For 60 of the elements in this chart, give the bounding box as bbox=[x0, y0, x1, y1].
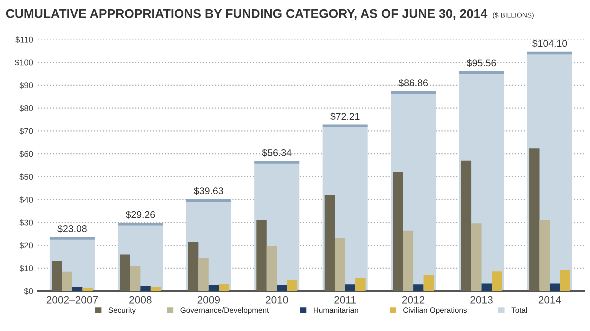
y-tick-label: $0 bbox=[24, 288, 34, 295]
bar bbox=[120, 254, 130, 292]
bar bbox=[208, 285, 220, 292]
data-label: $39.63 bbox=[194, 187, 224, 196]
y-tick-label: $90 bbox=[20, 82, 34, 90]
x-tick-label: 2013 bbox=[470, 296, 493, 304]
bar bbox=[140, 286, 151, 292]
bar bbox=[461, 160, 472, 292]
y-tick-label: $20 bbox=[20, 242, 34, 250]
bar bbox=[403, 230, 414, 292]
y-tick-label: $100 bbox=[15, 59, 34, 66]
bar bbox=[277, 285, 288, 292]
bar bbox=[335, 238, 346, 292]
x-tick-label: 2009 bbox=[198, 296, 220, 304]
y-tick-label: $30 bbox=[20, 220, 34, 226]
x-tick-label: 2012 bbox=[402, 296, 425, 304]
y-tick-label: $110 bbox=[16, 36, 34, 44]
bar bbox=[62, 272, 72, 292]
y-tick-label: $80 bbox=[20, 105, 34, 112]
bar bbox=[472, 224, 482, 292]
y-tick-label: $40 bbox=[20, 196, 34, 204]
y-tick-label: $10 bbox=[20, 265, 34, 272]
bar bbox=[287, 280, 298, 292]
bar bbox=[550, 284, 560, 292]
bar bbox=[393, 172, 404, 292]
data-label: $86.86 bbox=[398, 79, 428, 88]
bar bbox=[540, 220, 550, 292]
bar bbox=[150, 287, 162, 292]
x-tick-label: 2011 bbox=[334, 296, 356, 304]
bar bbox=[482, 284, 492, 292]
bar bbox=[219, 284, 230, 292]
bar bbox=[414, 284, 424, 292]
data-label: $104.10 bbox=[532, 40, 568, 48]
x-tick-label: 2014 bbox=[538, 296, 562, 304]
bar bbox=[72, 287, 83, 292]
bar bbox=[530, 148, 540, 292]
bar bbox=[130, 266, 141, 292]
data-label: $56.34 bbox=[262, 149, 292, 157]
bar bbox=[424, 275, 434, 292]
chart-title: CUMULATIVE APPROPRIATIONS BY FUNDING CATEGORY, AS OF JUNE 30, 2014 bbox=[6, 9, 488, 20]
bar bbox=[324, 195, 336, 292]
bar bbox=[198, 258, 209, 292]
bar bbox=[560, 270, 570, 292]
data-label: $23.08 bbox=[58, 225, 87, 233]
y-tick-label: $50 bbox=[20, 174, 34, 181]
bar bbox=[492, 272, 502, 292]
bar bbox=[345, 284, 356, 292]
bar bbox=[266, 246, 278, 292]
y-tick-label: $60 bbox=[20, 150, 34, 158]
bar bbox=[256, 220, 267, 292]
data-label: $95.56 bbox=[467, 59, 496, 68]
x-tick-label: 2002–2007 bbox=[46, 296, 98, 304]
y-tick-label: $70 bbox=[20, 128, 34, 135]
bar bbox=[52, 262, 62, 292]
data-label: $29.26 bbox=[126, 210, 156, 219]
x-tick-label: 2008 bbox=[130, 296, 152, 304]
bar bbox=[356, 278, 366, 292]
data-label: $72.21 bbox=[330, 112, 360, 121]
x-tick-label: 2010 bbox=[266, 296, 288, 304]
bar bbox=[188, 242, 199, 292]
